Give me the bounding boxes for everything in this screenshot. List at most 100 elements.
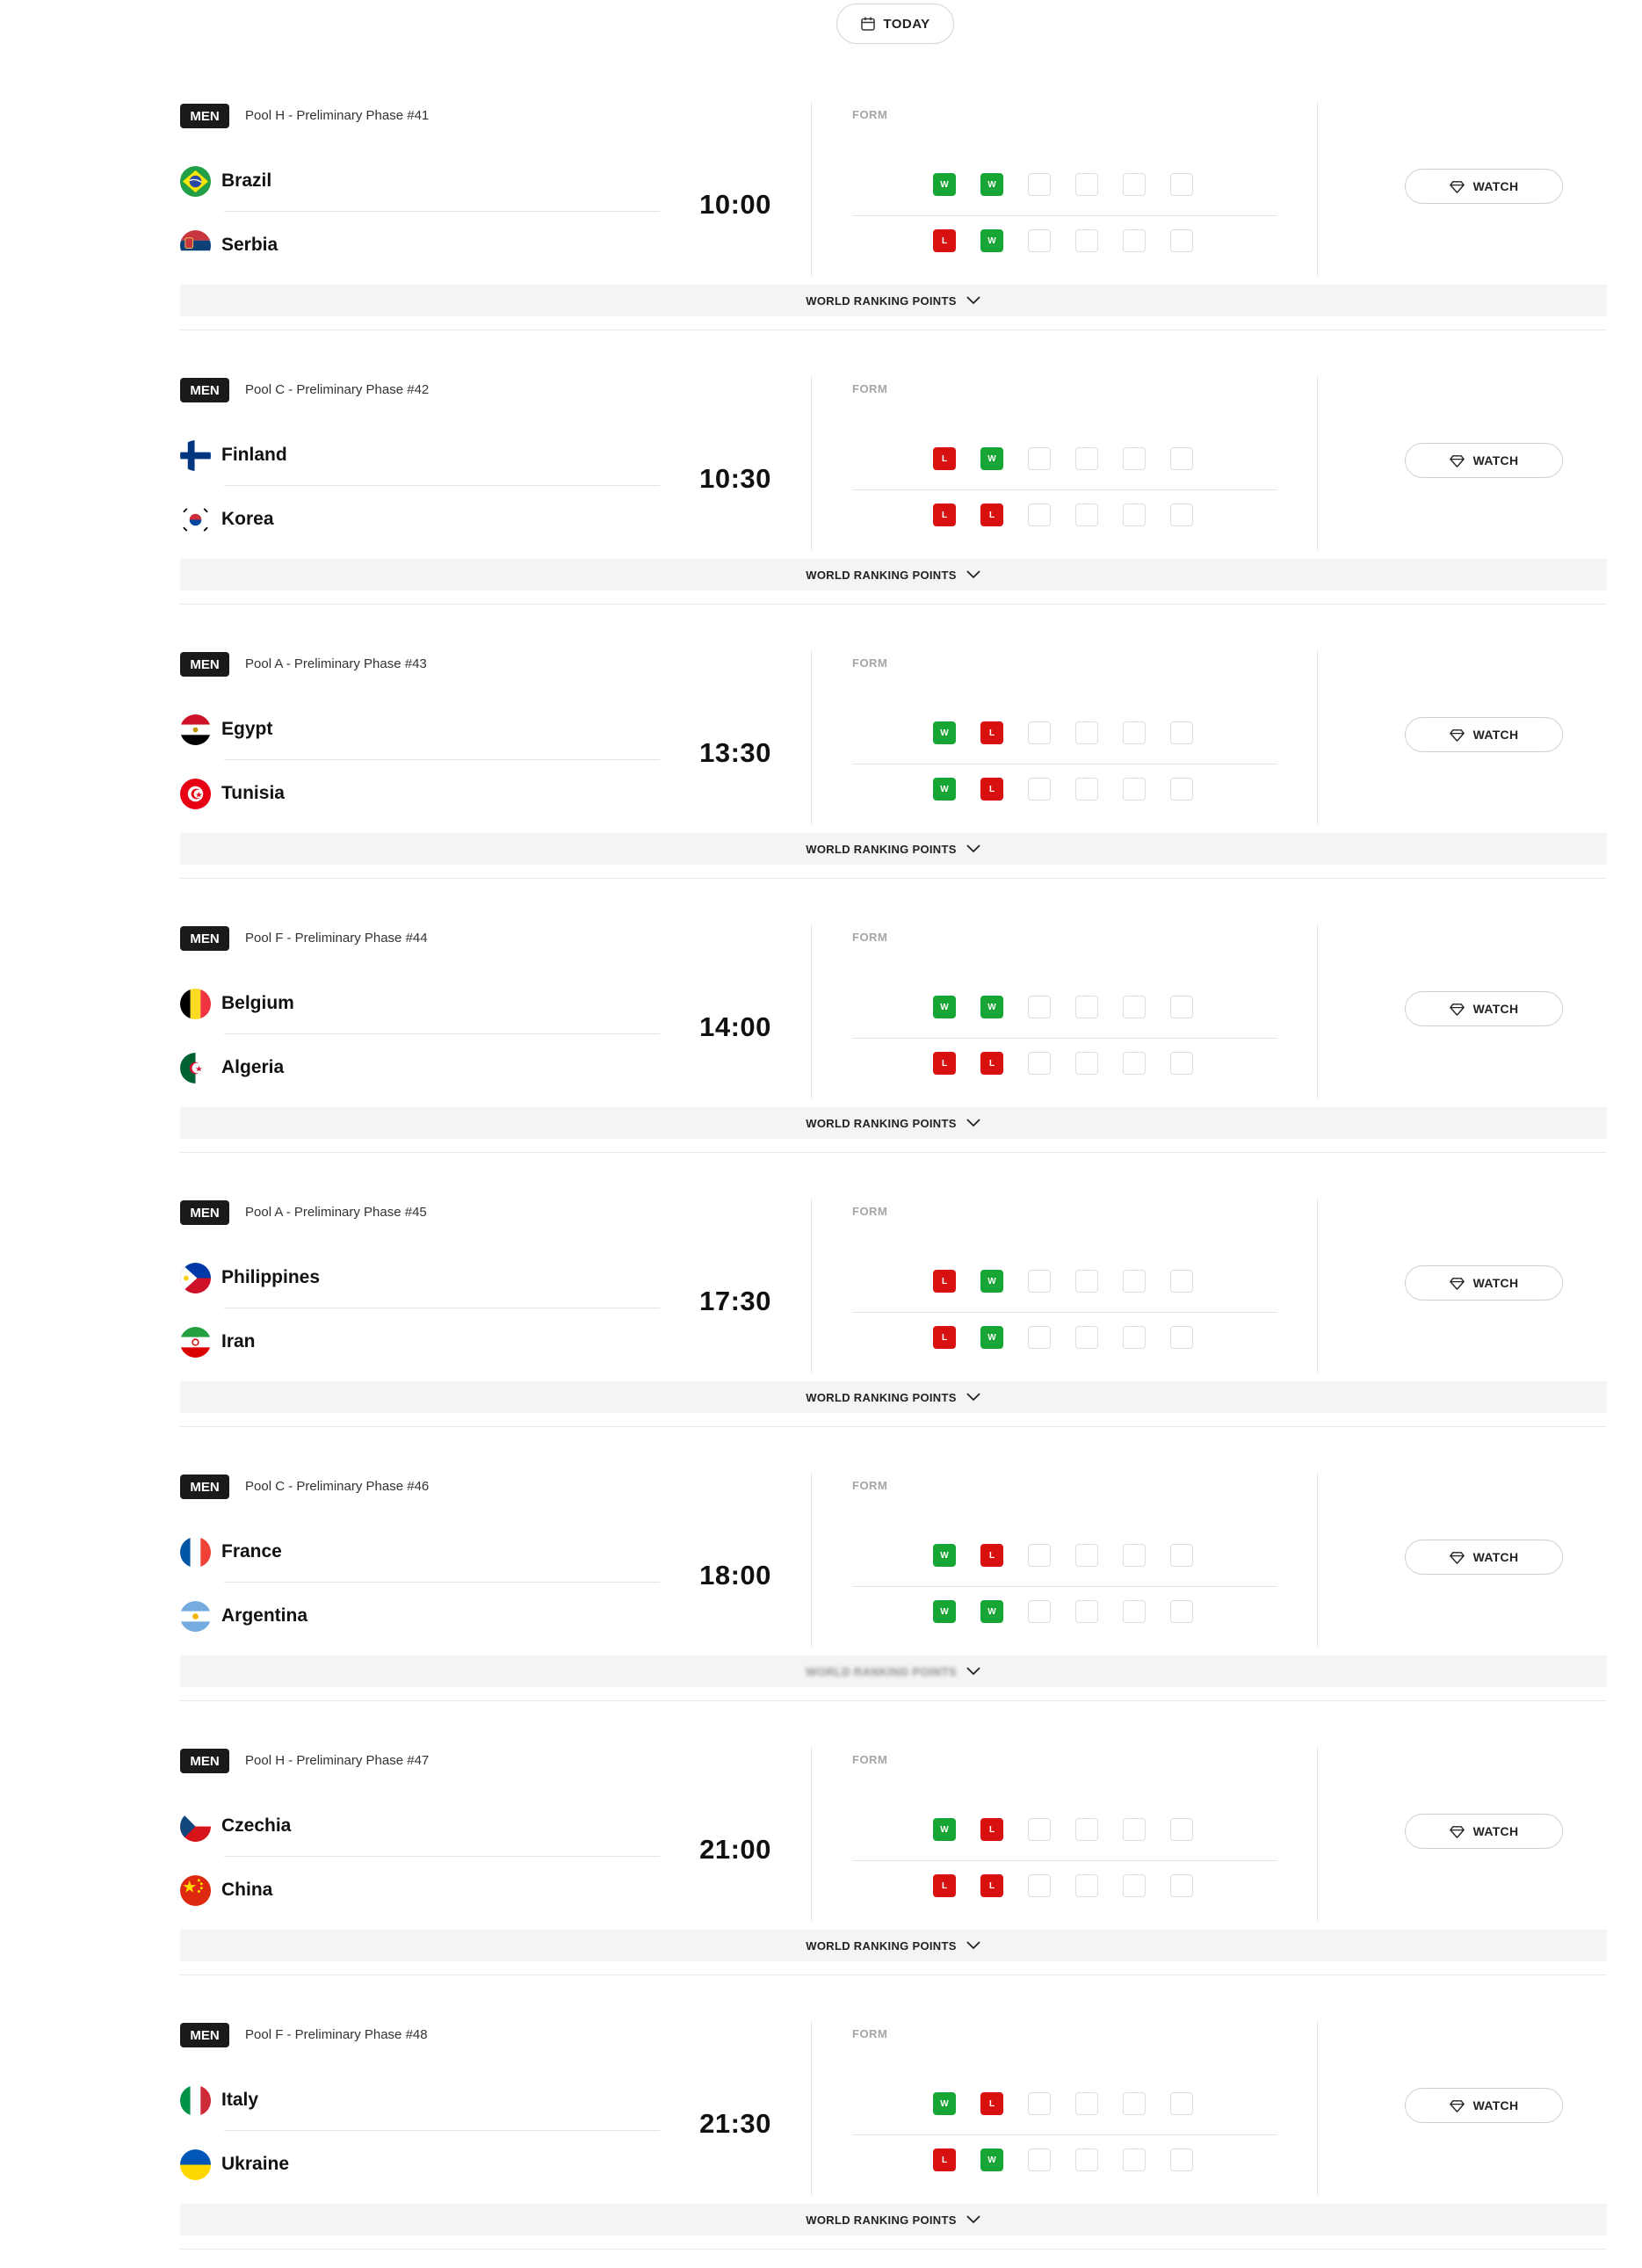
- watch-label: WATCH: [1472, 1824, 1519, 1838]
- form-win: W: [933, 173, 956, 196]
- form-label: FORM: [852, 931, 888, 944]
- wrp-label: WORLD RANKING POINTS: [806, 1390, 957, 1404]
- home-team[interactable]: Philippines: [180, 1260, 320, 1295]
- match-time: 10:00: [699, 189, 771, 220]
- watch-button[interactable]: WATCH: [1405, 1265, 1563, 1301]
- form-label: FORM: [852, 656, 888, 670]
- away-team[interactable]: Algeria: [180, 1050, 284, 1085]
- home-team[interactable]: Finland: [180, 438, 287, 473]
- world-ranking-points-toggle[interactable]: WORLD RANKING POINTS: [180, 833, 1607, 865]
- gender-tag: MEN: [180, 1200, 229, 1225]
- home-team[interactable]: France: [180, 1534, 282, 1569]
- form-loss: L: [980, 1544, 1003, 1567]
- today-button[interactable]: TODAY: [836, 4, 954, 44]
- form-divider: [852, 215, 1277, 216]
- home-flag-icon: [180, 1536, 211, 1568]
- watch-button[interactable]: WATCH: [1405, 717, 1563, 752]
- wrp-label: WORLD RANKING POINTS: [806, 842, 957, 856]
- watch-button[interactable]: WATCH: [1405, 1814, 1563, 1849]
- away-team[interactable]: Ukraine: [180, 2147, 289, 2182]
- world-ranking-points-toggle[interactable]: WORLD RANKING POINTS: [180, 1930, 1607, 1961]
- form-empty: [1170, 1874, 1193, 1897]
- wrp-label: WORLD RANKING POINTS: [806, 1116, 957, 1130]
- diamond-icon: [1449, 1825, 1465, 1838]
- home-flag-icon: [180, 988, 211, 1019]
- match-card: MEN Pool F - Preliminary Phase #48 Italy…: [180, 1979, 1607, 2253]
- world-ranking-points-toggle[interactable]: WORLD RANKING POINTS: [180, 285, 1607, 316]
- world-ranking-points-toggle[interactable]: WORLD RANKING POINTS: [180, 559, 1607, 591]
- form-win: W: [980, 996, 1003, 1018]
- form-loss: L: [933, 229, 956, 252]
- world-ranking-points-toggle[interactable]: WORLD RANKING POINTS: [180, 1107, 1607, 1139]
- form-loss: L: [933, 1270, 956, 1293]
- form-empty: [1170, 229, 1193, 252]
- away-team[interactable]: Korea: [180, 502, 274, 537]
- form-empty: [1123, 1818, 1146, 1841]
- away-team-name: China: [221, 1880, 273, 1900]
- form-empty: [1123, 996, 1146, 1018]
- away-team[interactable]: Argentina: [180, 1598, 307, 1634]
- form-empty: [1028, 447, 1051, 470]
- wrp-label: WORLD RANKING POINTS: [806, 293, 957, 308]
- home-team[interactable]: Egypt: [180, 712, 272, 747]
- world-ranking-points-toggle[interactable]: WORLD RANKING POINTS: [180, 2204, 1607, 2235]
- watch-button[interactable]: WATCH: [1405, 2088, 1563, 2123]
- form-loss: L: [980, 1818, 1003, 1841]
- form-empty: [1075, 1544, 1098, 1567]
- away-team-name: Korea: [221, 509, 274, 529]
- watch-label: WATCH: [1472, 179, 1519, 193]
- home-team-name: Philippines: [221, 1267, 321, 1287]
- home-team-name: Egypt: [221, 719, 273, 739]
- match-time: 18:00: [699, 1560, 771, 1590]
- match-time: 14:00: [699, 1011, 771, 1042]
- match-time: 21:00: [699, 1834, 771, 1865]
- home-team[interactable]: Brazil: [180, 163, 271, 199]
- match-time: 17:30: [699, 1286, 771, 1316]
- form-empty: [1028, 1270, 1051, 1293]
- world-ranking-points-toggle[interactable]: WORLD RANKING POINTS: [180, 1656, 1607, 1687]
- match-separator: [180, 1700, 1607, 1701]
- form-empty: [1028, 2148, 1051, 2171]
- column-divider: [1317, 1473, 1318, 1647]
- form-empty: [1170, 1326, 1193, 1349]
- form-divider: [852, 1860, 1277, 1861]
- form-empty: [1075, 1600, 1098, 1623]
- form-loss: L: [933, 447, 956, 470]
- form-divider: [852, 1038, 1277, 1039]
- away-team[interactable]: China: [180, 1873, 272, 1908]
- watch-label: WATCH: [1472, 2098, 1519, 2112]
- form-label: FORM: [852, 108, 888, 121]
- form-empty: [1170, 2092, 1193, 2115]
- form-empty: [1075, 778, 1098, 801]
- home-team-name: Czechia: [221, 1815, 292, 1836]
- world-ranking-points-toggle[interactable]: WORLD RANKING POINTS: [180, 1381, 1607, 1413]
- form-empty: [1028, 2092, 1051, 2115]
- form-win: W: [980, 2148, 1003, 2171]
- form-empty: [1170, 2148, 1193, 2171]
- watch-button[interactable]: WATCH: [1405, 1540, 1563, 1575]
- form-empty: [1028, 1326, 1051, 1349]
- home-team[interactable]: Italy: [180, 2083, 258, 2118]
- form-win: W: [933, 778, 956, 801]
- form-win: W: [933, 1818, 956, 1841]
- match-card: MEN Pool C - Preliminary Phase #42 Finla…: [180, 334, 1607, 608]
- watch-button[interactable]: WATCH: [1405, 169, 1563, 204]
- pool-label: Pool A - Preliminary Phase #45: [245, 1205, 427, 1220]
- away-team[interactable]: Tunisia: [180, 776, 285, 811]
- watch-button[interactable]: WATCH: [1405, 443, 1563, 478]
- team-divider: [224, 211, 660, 212]
- home-team[interactable]: Belgium: [180, 986, 294, 1021]
- away-team-name: Tunisia: [221, 783, 285, 803]
- wrp-label: WORLD RANKING POINTS: [806, 568, 957, 582]
- away-team[interactable]: Serbia: [180, 228, 278, 263]
- away-team[interactable]: Iran: [180, 1324, 256, 1359]
- watch-button[interactable]: WATCH: [1405, 991, 1563, 1026]
- home-team[interactable]: Czechia: [180, 1808, 291, 1844]
- calendar-icon: [861, 17, 876, 31]
- column-divider: [811, 1473, 812, 1647]
- form-empty: [1123, 229, 1146, 252]
- form-empty: [1075, 447, 1098, 470]
- form-empty: [1028, 229, 1051, 252]
